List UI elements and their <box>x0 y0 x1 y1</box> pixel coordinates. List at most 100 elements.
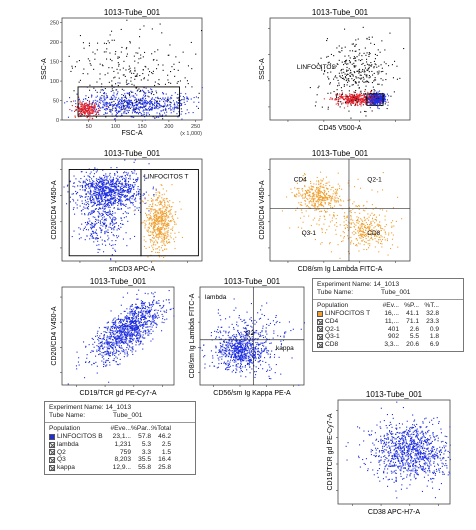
x-axis-label: CD45 V500-A <box>318 125 362 132</box>
stats-table-t-cells: Experiment Name: 14_1013 Tube Name:Tube_… <box>312 278 464 352</box>
events-cell: 401 <box>375 326 399 334</box>
y-axis-label: SSC-A <box>259 58 266 80</box>
experiment-value: 14_1013 <box>105 404 131 412</box>
percent-total-cell: 1.5 <box>151 449 171 457</box>
tube-value: Tube_001 <box>113 412 142 420</box>
plot-title: 1013-Tube_001 <box>104 8 161 17</box>
population-cell: Q3 <box>49 456 107 464</box>
gate-label: LINFOCITOS <box>297 64 337 71</box>
x-axis-label: CD38 APC-H7-A <box>368 509 420 516</box>
y-axis-label: CD20/CD4 V450-A <box>51 306 58 365</box>
events-cell: 23,1... <box>107 433 131 441</box>
column-header: %Total <box>151 425 171 433</box>
y-tick-label: 50 <box>53 99 59 105</box>
y-tick-label: 0 <box>56 118 59 124</box>
events-cell: 8,203 <box>107 456 131 464</box>
y-axis-label: SSC-A <box>41 58 48 80</box>
population-name: Q3 <box>57 456 66 464</box>
population-color-swatch <box>49 442 55 448</box>
tube-value: Tube_001 <box>381 289 410 297</box>
population-color-swatch <box>317 334 323 340</box>
column-header: %P... <box>399 302 419 310</box>
population-name: Q3-1 <box>325 333 340 341</box>
column-header: #Ev... <box>375 302 399 310</box>
quadrant-label: lambda <box>205 294 227 301</box>
percent-total-cell: 32.8 <box>419 310 439 318</box>
events-cell: 1,231 <box>107 441 131 449</box>
quadrant-label: CD4 <box>294 176 307 183</box>
plot-title: 1013-Tube_001 <box>366 390 423 399</box>
experiment-label: Experiment Name: <box>317 281 372 289</box>
y-tick-label: 200 <box>50 40 59 46</box>
population-cell: Q2 <box>49 449 107 457</box>
table-header: Experiment Name: 14_1013 Tube Name:Tube_… <box>45 402 195 422</box>
gate-label: LINFOCITOS T <box>144 173 189 180</box>
percent-total-cell: 2.5 <box>151 441 171 449</box>
population-cell: LINFOCITOS T <box>317 310 375 318</box>
population-cell: kappa <box>49 464 107 472</box>
population-color-swatch <box>49 434 55 440</box>
percent-parent-cell: 20.6 <box>399 341 419 349</box>
population-name: LINFOCITOS B <box>57 433 103 441</box>
tube-label: Tube Name: <box>49 412 113 420</box>
plot-frame <box>270 159 410 261</box>
population-color-swatch <box>317 311 323 317</box>
experiment-label: Experiment Name: <box>49 404 104 412</box>
population-color-swatch <box>317 319 323 325</box>
quadrant-label: Q2 <box>245 330 254 337</box>
percent-total-cell: 0.9 <box>419 326 439 334</box>
percent-parent-cell: 3.3 <box>131 449 151 457</box>
column-header: %T... <box>419 302 439 310</box>
plot-frame <box>270 18 410 120</box>
percent-parent-cell: 2.6 <box>399 326 419 334</box>
tube-label: Tube Name: <box>317 289 381 297</box>
percent-parent-cell: 55.8 <box>131 464 151 472</box>
population-color-swatch <box>49 457 55 463</box>
population-color-swatch <box>317 326 323 332</box>
y-axis-label: CD19/TCR gd PE-Cy7-A <box>327 413 334 490</box>
percent-total-cell: 16.4 <box>151 456 171 464</box>
population-name: kappa <box>57 464 75 472</box>
column-headers: Population #Eve... %Par... %Total <box>49 425 191 433</box>
quadrant-label: Q2-1 <box>367 176 382 183</box>
population-color-swatch <box>49 449 55 455</box>
events-cell: 3,3... <box>375 341 399 349</box>
stats-table-b-cells: Experiment Name: 14_1013 Tube Name:Tube_… <box>44 401 196 475</box>
experiment-value: 14_1013 <box>373 281 399 289</box>
population-name: CD4 <box>325 318 338 326</box>
population-name: Q2 <box>57 449 66 457</box>
events-cell: 12,9... <box>107 464 131 472</box>
percent-total-cell: 46.2 <box>151 433 171 441</box>
population-color-swatch <box>317 342 323 348</box>
column-header: Population <box>317 302 375 310</box>
y-tick-label: 250 <box>50 21 59 27</box>
percent-parent-cell: 71.1 <box>399 318 419 326</box>
y-tick-label: 100 <box>50 79 59 85</box>
x-tick-label: 200 <box>164 124 173 130</box>
x-axis-label: smCD3 APC-A <box>109 266 156 273</box>
percent-parent-cell: 35.5 <box>131 456 151 464</box>
x-tick-label: 100 <box>111 124 120 130</box>
x-axis-label: FSC-A <box>122 130 143 137</box>
percent-total-cell: 25.8 <box>151 464 171 472</box>
x-axis-label: CD8/sm Ig Lambda FITC-A <box>298 266 383 273</box>
population-cell: Q3-1 <box>317 333 375 341</box>
